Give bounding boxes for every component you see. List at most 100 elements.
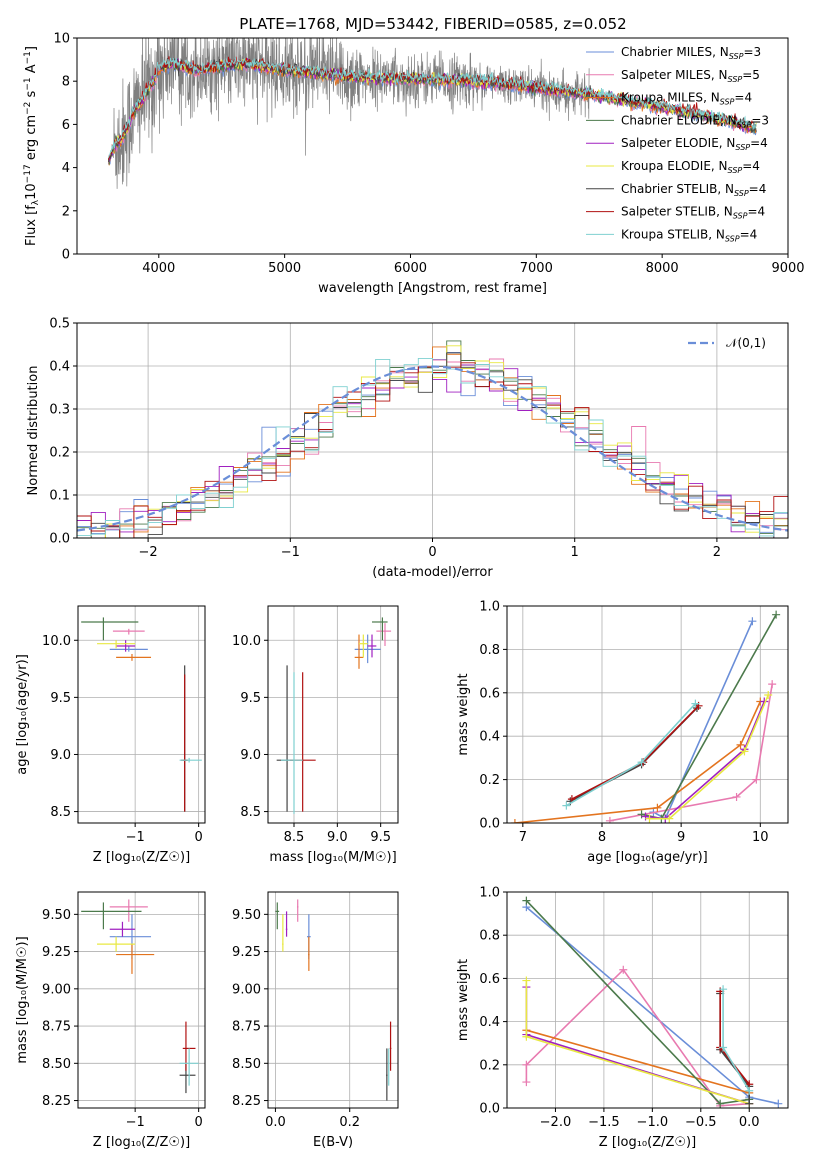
y-tick-label: 0.2 [49, 446, 70, 461]
observed-spectrum [113, 38, 590, 189]
data-point-marker [719, 1043, 728, 1052]
x-tick-label: 1 [571, 545, 579, 560]
x-tick-label: 0 [428, 545, 436, 560]
plot-area-spectrum [108, 38, 757, 189]
data-point-marker [637, 758, 646, 767]
data-point-marker [745, 1099, 754, 1108]
y-tick-label: 0.4 [49, 360, 70, 375]
y-tick-label: 8.5 [240, 805, 261, 820]
data-point-marker [719, 985, 728, 994]
mass-weight-line [719, 991, 750, 1085]
x-tick-label: −0.5 [685, 1115, 717, 1130]
data-point-marker [665, 814, 674, 823]
mass-weight-line [609, 683, 773, 822]
x-tick-label: −1 [126, 830, 145, 845]
data-point-marker [768, 680, 777, 689]
x-axis-label: mass [log₁₀(M/M☉)] [269, 850, 396, 865]
y-tick-label: 8.25 [232, 1094, 261, 1109]
panel-residuals: −2 −1 0 1 2 0.0 0.1 0.2 0.3 0.4 0.5 𝒩(0,1) (data-mod… [26, 317, 789, 580]
data-point-marker [562, 801, 571, 810]
y-axis-label: Flux [fλ10−17 erg cm−2 s−1 A−1] [23, 46, 41, 246]
data-point-marker [732, 792, 741, 801]
model-spectrum [108, 57, 757, 162]
x-tick-label: 8 [598, 830, 606, 845]
residual-histogram [77, 352, 788, 538]
y-tick-label: 10.0 [42, 634, 71, 649]
axes-frame [77, 891, 206, 1109]
y-axis-label: mass weight [456, 959, 471, 1041]
x-tick-label: 7 [519, 830, 527, 845]
x-axis-label: Z [log₁₀(Z/Z☉)] [599, 1135, 696, 1150]
y-tick-label: 0.6 [479, 972, 500, 987]
y-tick-label: 9.00 [42, 982, 71, 997]
data-point-marker [772, 610, 781, 619]
legend-entry: Salpeter MILES, NSSP=5 [621, 68, 760, 84]
x-tick-label: 9.0 [327, 830, 348, 845]
y-tick-label: 10.0 [232, 634, 261, 649]
x-tick-label: 0 [195, 830, 203, 845]
y-tick-label: 2 [62, 204, 70, 219]
x-tick-label: 5000 [268, 261, 301, 276]
normal-curve [77, 365, 788, 532]
panel-mass-weight-vs-age: 7 8 9 10 0.0 0.2 0.4 0.6 0.8 1.0 age [log₁₀(age/yr… [456, 600, 789, 865]
mass-weight-line [526, 1029, 750, 1094]
data-point-marker [522, 976, 531, 985]
data-point-marker [510, 819, 519, 823]
x-tick-label: 4000 [142, 261, 175, 276]
legend-entry: Kroupa MILES, NSSP=4 [621, 91, 752, 107]
y-tick-label: 9.25 [232, 945, 261, 960]
panel-age-vs-mass: 8.5 9.0 9.5 8.5 9.0 9.5 10.0 mass [log₁₀(M/M☉)] [232, 605, 399, 865]
y-tick-label: 8.25 [42, 1094, 71, 1109]
plot-area-age-vs-z [81, 617, 202, 812]
y-tick-label: 0.0 [479, 1102, 500, 1117]
y-tick-label: 9.50 [42, 908, 71, 923]
y-tick-label: 9.0 [240, 748, 261, 763]
y-tick-label: 0 [62, 248, 70, 263]
y-tick-label: 0.2 [479, 1058, 500, 1073]
plot-area-mass-weight-vs-age [510, 610, 781, 823]
y-tick-label: 9.0 [50, 748, 71, 763]
data-point-marker [522, 1060, 531, 1069]
y-tick-label: 8.50 [42, 1057, 71, 1072]
y-tick-label: 9.5 [240, 691, 261, 706]
x-tick-label: −1.0 [637, 1115, 669, 1130]
x-tick-label: 8.5 [284, 830, 305, 845]
data-point-marker [653, 803, 662, 812]
axes-frame [506, 891, 789, 1109]
axes-frame [267, 891, 399, 1109]
x-tick-label: −1.5 [588, 1115, 620, 1130]
mass-weight-line [525, 968, 750, 1107]
data-point-marker [774, 1099, 783, 1108]
y-tick-label: 0.8 [479, 643, 500, 658]
plot-area-age-vs-mass [276, 617, 392, 814]
mass-weight-line [645, 701, 766, 820]
data-point-marker [740, 747, 749, 756]
y-tick-label: 9.00 [232, 982, 261, 997]
x-tick-label: −2.0 [540, 1115, 572, 1130]
y-tick-label: 9.50 [232, 908, 261, 923]
y-tick-label: 0.1 [49, 489, 70, 504]
x-axis-label: wavelength [Angstrom, rest frame] [318, 281, 547, 296]
x-tick-label: 6000 [394, 261, 427, 276]
y-tick-label: 0.2 [479, 773, 500, 788]
data-point-marker [745, 1086, 754, 1095]
axes-frame [76, 37, 789, 255]
y-axis-label: Normed distribution [26, 366, 41, 496]
x-tick-label: 8000 [646, 261, 679, 276]
panel-mass-weight-vs-z: −2.0 −1.5 −1.0 −0.5 0.0 0.0 0.2 0.4 0.6 0.8 1.0 Z [… [456, 886, 789, 1150]
figure-title: PLATE=1768, MJD=53442, FIBERID=0585, z=0… [239, 15, 626, 33]
data-point-marker [716, 1099, 725, 1108]
x-tick-label: 9.5 [370, 830, 391, 845]
y-tick-label: 10 [53, 32, 70, 47]
panel-spectrum: 4000 5000 6000 7000 8000 9000 0 2 4 6 8 10 Chabrier … [23, 32, 805, 297]
y-tick-label: 0.6 [479, 686, 500, 701]
y-tick-label: 0.5 [49, 317, 70, 332]
y-tick-label: 0.4 [479, 730, 500, 745]
mass-weight-line [525, 987, 750, 1105]
y-tick-label: 0.0 [479, 817, 500, 832]
data-point-marker [691, 699, 700, 708]
legend-entry: Chabrier STELIB, NSSP=4 [621, 182, 766, 198]
x-tick-label: −1 [126, 1115, 145, 1130]
x-axis-label: age [log₁₀(age/yr)] [587, 850, 708, 865]
legend-entry: Kroupa STELIB, NSSP=4 [621, 227, 757, 243]
